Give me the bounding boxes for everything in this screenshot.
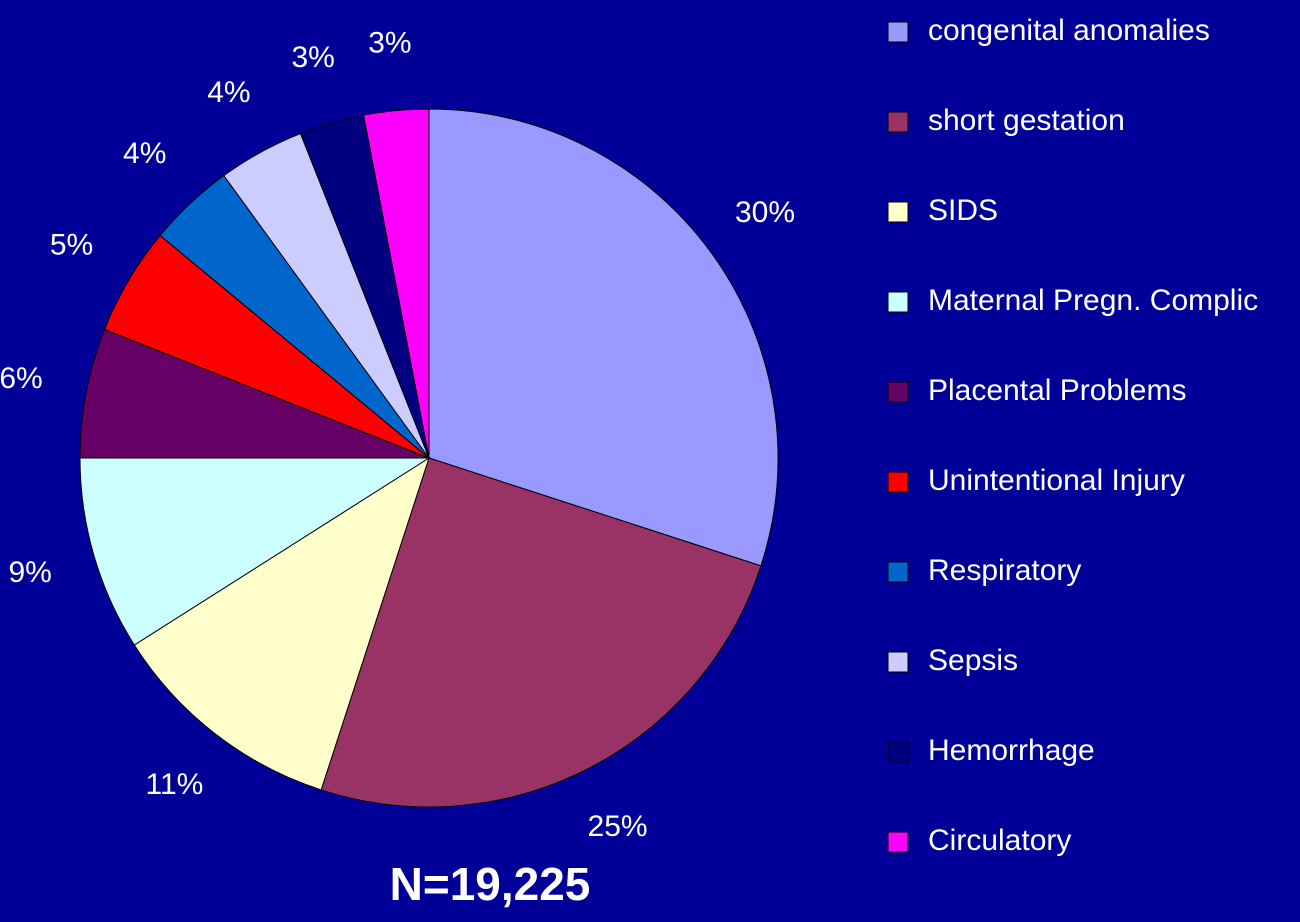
legend-label: SIDS	[928, 194, 998, 227]
legend-swatch	[887, 381, 909, 403]
legend-swatch	[887, 471, 909, 493]
data-label: 5%	[50, 229, 93, 262]
legend-swatch	[887, 111, 909, 133]
pie-slice	[133, 456, 430, 791]
legend-label: Sepsis	[928, 644, 1018, 677]
legend-label: Hemorrhage	[928, 734, 1095, 767]
legend-swatch	[887, 831, 909, 853]
data-label: 25%	[588, 810, 648, 843]
legend-swatch	[887, 201, 909, 223]
pie-slice	[79, 457, 431, 646]
legend-swatch	[887, 21, 909, 43]
data-label: 9%	[9, 556, 52, 589]
pie-slice	[363, 108, 430, 459]
pie-slice	[79, 328, 430, 459]
legend-label: Maternal Pregn. Complic	[928, 284, 1258, 317]
legend-swatch	[887, 651, 909, 673]
legend-label: congenital anomalies	[928, 14, 1210, 47]
legend-label: Respiratory	[928, 554, 1081, 587]
data-label: 30%	[735, 196, 795, 229]
data-label: 11%	[146, 768, 204, 801]
data-label: 4%	[207, 76, 250, 109]
data-label: 6%	[0, 362, 43, 395]
data-label: 3%	[368, 26, 411, 59]
legend-label: Placental Problems	[928, 374, 1186, 407]
data-label: 4%	[123, 137, 166, 170]
legend-swatch	[887, 291, 909, 313]
legend-swatch	[887, 741, 909, 763]
pie-slice	[428, 108, 779, 567]
annotation: N=19,225	[390, 858, 591, 910]
data-label: 3%	[291, 41, 334, 74]
pie-slice	[320, 457, 762, 808]
legend-label: Unintentional Injury	[928, 464, 1185, 497]
legend-label: short gestation	[928, 104, 1125, 137]
legend-swatch	[887, 561, 909, 583]
legend-label: Circulatory	[928, 824, 1071, 857]
